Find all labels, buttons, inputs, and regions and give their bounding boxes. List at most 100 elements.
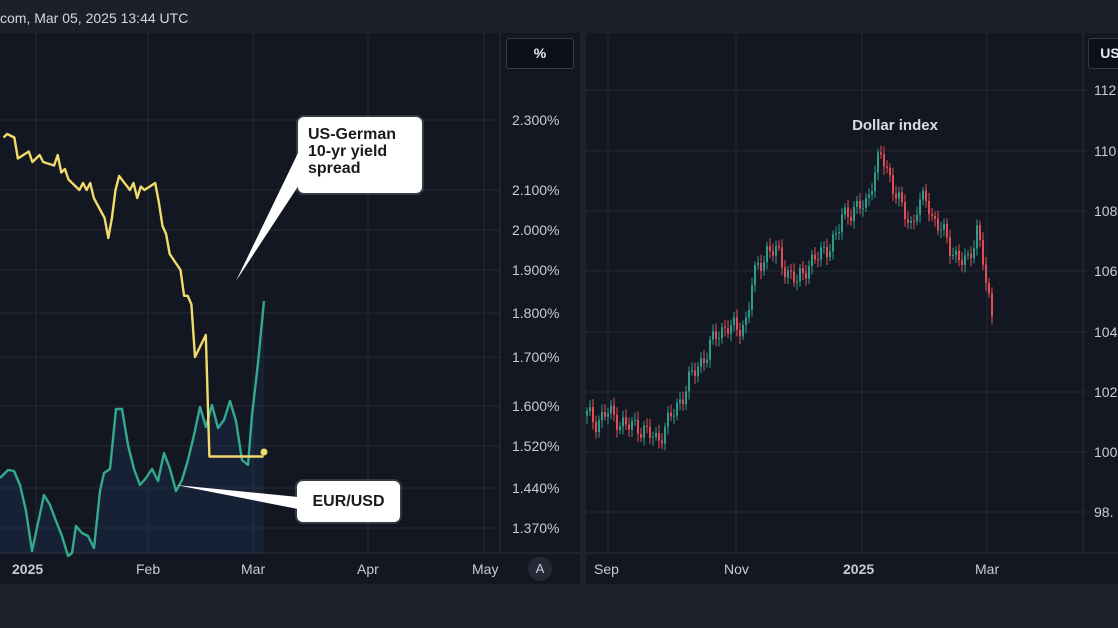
candle-body-112 bbox=[922, 190, 924, 200]
candle-body-30 bbox=[676, 402, 678, 416]
candle-body-93 bbox=[865, 197, 867, 208]
candle-body-2 bbox=[592, 407, 594, 423]
candle-body-8 bbox=[610, 405, 612, 414]
candle-body-86 bbox=[844, 207, 846, 215]
candle-body-62 bbox=[772, 251, 774, 256]
candle-body-123 bbox=[955, 250, 957, 256]
candle-body-46 bbox=[724, 327, 726, 329]
left-y-tick-label-7: 1.520% bbox=[512, 438, 559, 454]
left-x-tick-label-3: Apr bbox=[357, 561, 379, 577]
candle-body-38 bbox=[700, 358, 702, 367]
left-chart-svg[interactable]: 2.300% 2.100% 2.000% 1.900% 1.800% 1.700% 1.60… bbox=[0, 33, 580, 584]
candle-body-53 bbox=[745, 317, 747, 326]
right-x-tick-label-2: 2025 bbox=[843, 561, 874, 577]
left-x-tick-label-2: Mar bbox=[241, 561, 265, 577]
candle-body-83 bbox=[835, 233, 837, 235]
left-y-tick-label-6: 1.600% bbox=[512, 398, 559, 414]
auto-scale-button[interactable]: A bbox=[528, 557, 552, 581]
right-x-tick-label-0: Sep bbox=[594, 561, 619, 577]
left-y-tick-label-3: 1.900% bbox=[512, 262, 559, 278]
candle-body-72 bbox=[802, 268, 804, 273]
candle-body-88 bbox=[850, 216, 852, 222]
candle-body-12 bbox=[622, 417, 624, 427]
candle-body-0 bbox=[586, 411, 588, 416]
candle-body-11 bbox=[619, 426, 621, 430]
candle-body-22 bbox=[652, 436, 654, 438]
candle-body-77 bbox=[817, 259, 819, 261]
right-y-tick-label-6: 100 bbox=[1094, 444, 1118, 460]
right-y-tick-label-0: 112 bbox=[1094, 82, 1117, 98]
left-y-tick-label-8: 1.440% bbox=[512, 480, 559, 496]
eurusd-area bbox=[0, 301, 264, 556]
candle-body-75 bbox=[811, 254, 813, 267]
right-y-tick-label-4: 104 bbox=[1094, 324, 1118, 340]
eurusd-callout-pointer bbox=[176, 485, 298, 509]
left-x-tick-label-1: Feb bbox=[136, 561, 160, 577]
candle-body-40 bbox=[706, 359, 708, 364]
candle-body-85 bbox=[841, 214, 843, 233]
bottom-bar bbox=[0, 584, 1118, 628]
candle-body-92 bbox=[862, 207, 864, 209]
right-y-tick-label-1: 110 bbox=[1094, 143, 1117, 159]
candle-body-7 bbox=[607, 413, 609, 417]
candle-body-36 bbox=[694, 370, 696, 376]
candle-body-37 bbox=[697, 366, 699, 376]
candle-body-110 bbox=[916, 214, 918, 222]
candle-body-42 bbox=[712, 331, 714, 340]
candle-body-87 bbox=[847, 207, 849, 217]
candle-body-55 bbox=[751, 284, 753, 310]
spread-callout-line-2: 10-yr yield bbox=[308, 143, 388, 160]
candle-body-23 bbox=[655, 432, 657, 437]
candle-body-120 bbox=[946, 223, 948, 238]
candle-body-76 bbox=[814, 254, 816, 260]
candle-body-60 bbox=[766, 246, 768, 263]
candle-body-24 bbox=[658, 432, 660, 441]
candle-body-64 bbox=[778, 245, 780, 248]
candle-body-34 bbox=[688, 371, 690, 392]
candle-body-28 bbox=[670, 412, 672, 417]
candle-body-35 bbox=[691, 370, 693, 372]
eurusd-line bbox=[0, 300, 266, 558]
candle-body-13 bbox=[625, 417, 627, 425]
candle-body-126 bbox=[964, 255, 966, 265]
candle-body-58 bbox=[760, 262, 762, 272]
candle-body-14 bbox=[628, 424, 630, 430]
candle-body-67 bbox=[787, 270, 789, 278]
candle-body-51 bbox=[739, 330, 741, 337]
left-y-tick-label-5: 1.700% bbox=[512, 349, 559, 365]
candle-body-108 bbox=[910, 220, 912, 223]
candle-body-130 bbox=[976, 225, 978, 249]
candle-body-113 bbox=[925, 190, 927, 202]
candle-body-101 bbox=[889, 167, 891, 176]
eurusd-callout: EUR/USD bbox=[297, 481, 400, 522]
candle-body-135 bbox=[991, 293, 993, 317]
right-chart-panel[interactable]: 112 110 108 106 104 102 100 98. Sep Nov 2025 Mar Dol… bbox=[586, 33, 1118, 584]
candle-body-98 bbox=[880, 152, 882, 155]
right-x-tick-label-1: Nov bbox=[724, 561, 749, 577]
right-unit-label: US bbox=[1088, 38, 1118, 69]
candle-body-99 bbox=[883, 154, 885, 167]
left-x-tick-label-4: May bbox=[472, 561, 498, 577]
candle-body-121 bbox=[949, 237, 951, 256]
candle-body-131 bbox=[979, 225, 981, 241]
candle-body-18 bbox=[640, 434, 642, 438]
candle-body-43 bbox=[715, 331, 717, 340]
candle-body-91 bbox=[859, 200, 861, 209]
candle-body-49 bbox=[733, 317, 735, 325]
candle-body-106 bbox=[904, 202, 906, 220]
left-y-tick-label-2: 2.000% bbox=[512, 222, 559, 238]
left-y-tick-label-9: 1.370% bbox=[512, 520, 559, 536]
candle-body-133 bbox=[985, 264, 987, 283]
candle-body-47 bbox=[727, 328, 729, 334]
candle-body-81 bbox=[829, 251, 831, 258]
top-bar: com, Mar 05, 2025 13:44 UTC bbox=[0, 0, 1118, 33]
candle-body-114 bbox=[928, 201, 930, 215]
timestamp-text: com, Mar 05, 2025 13:44 UTC bbox=[0, 10, 189, 26]
right-chart-svg[interactable]: 112 110 108 106 104 102 100 98. Sep Nov 2025 Mar Dol… bbox=[586, 33, 1118, 584]
left-chart-panel[interactable]: 2.300% 2.100% 2.000% 1.900% 1.800% 1.700% 1.60… bbox=[0, 33, 580, 584]
candle-body-127 bbox=[967, 253, 969, 256]
candle-body-48 bbox=[730, 324, 732, 334]
candle-body-56 bbox=[754, 265, 756, 285]
right-y-tick-label-7: 98. bbox=[1094, 504, 1113, 520]
candle-body-20 bbox=[646, 425, 648, 427]
